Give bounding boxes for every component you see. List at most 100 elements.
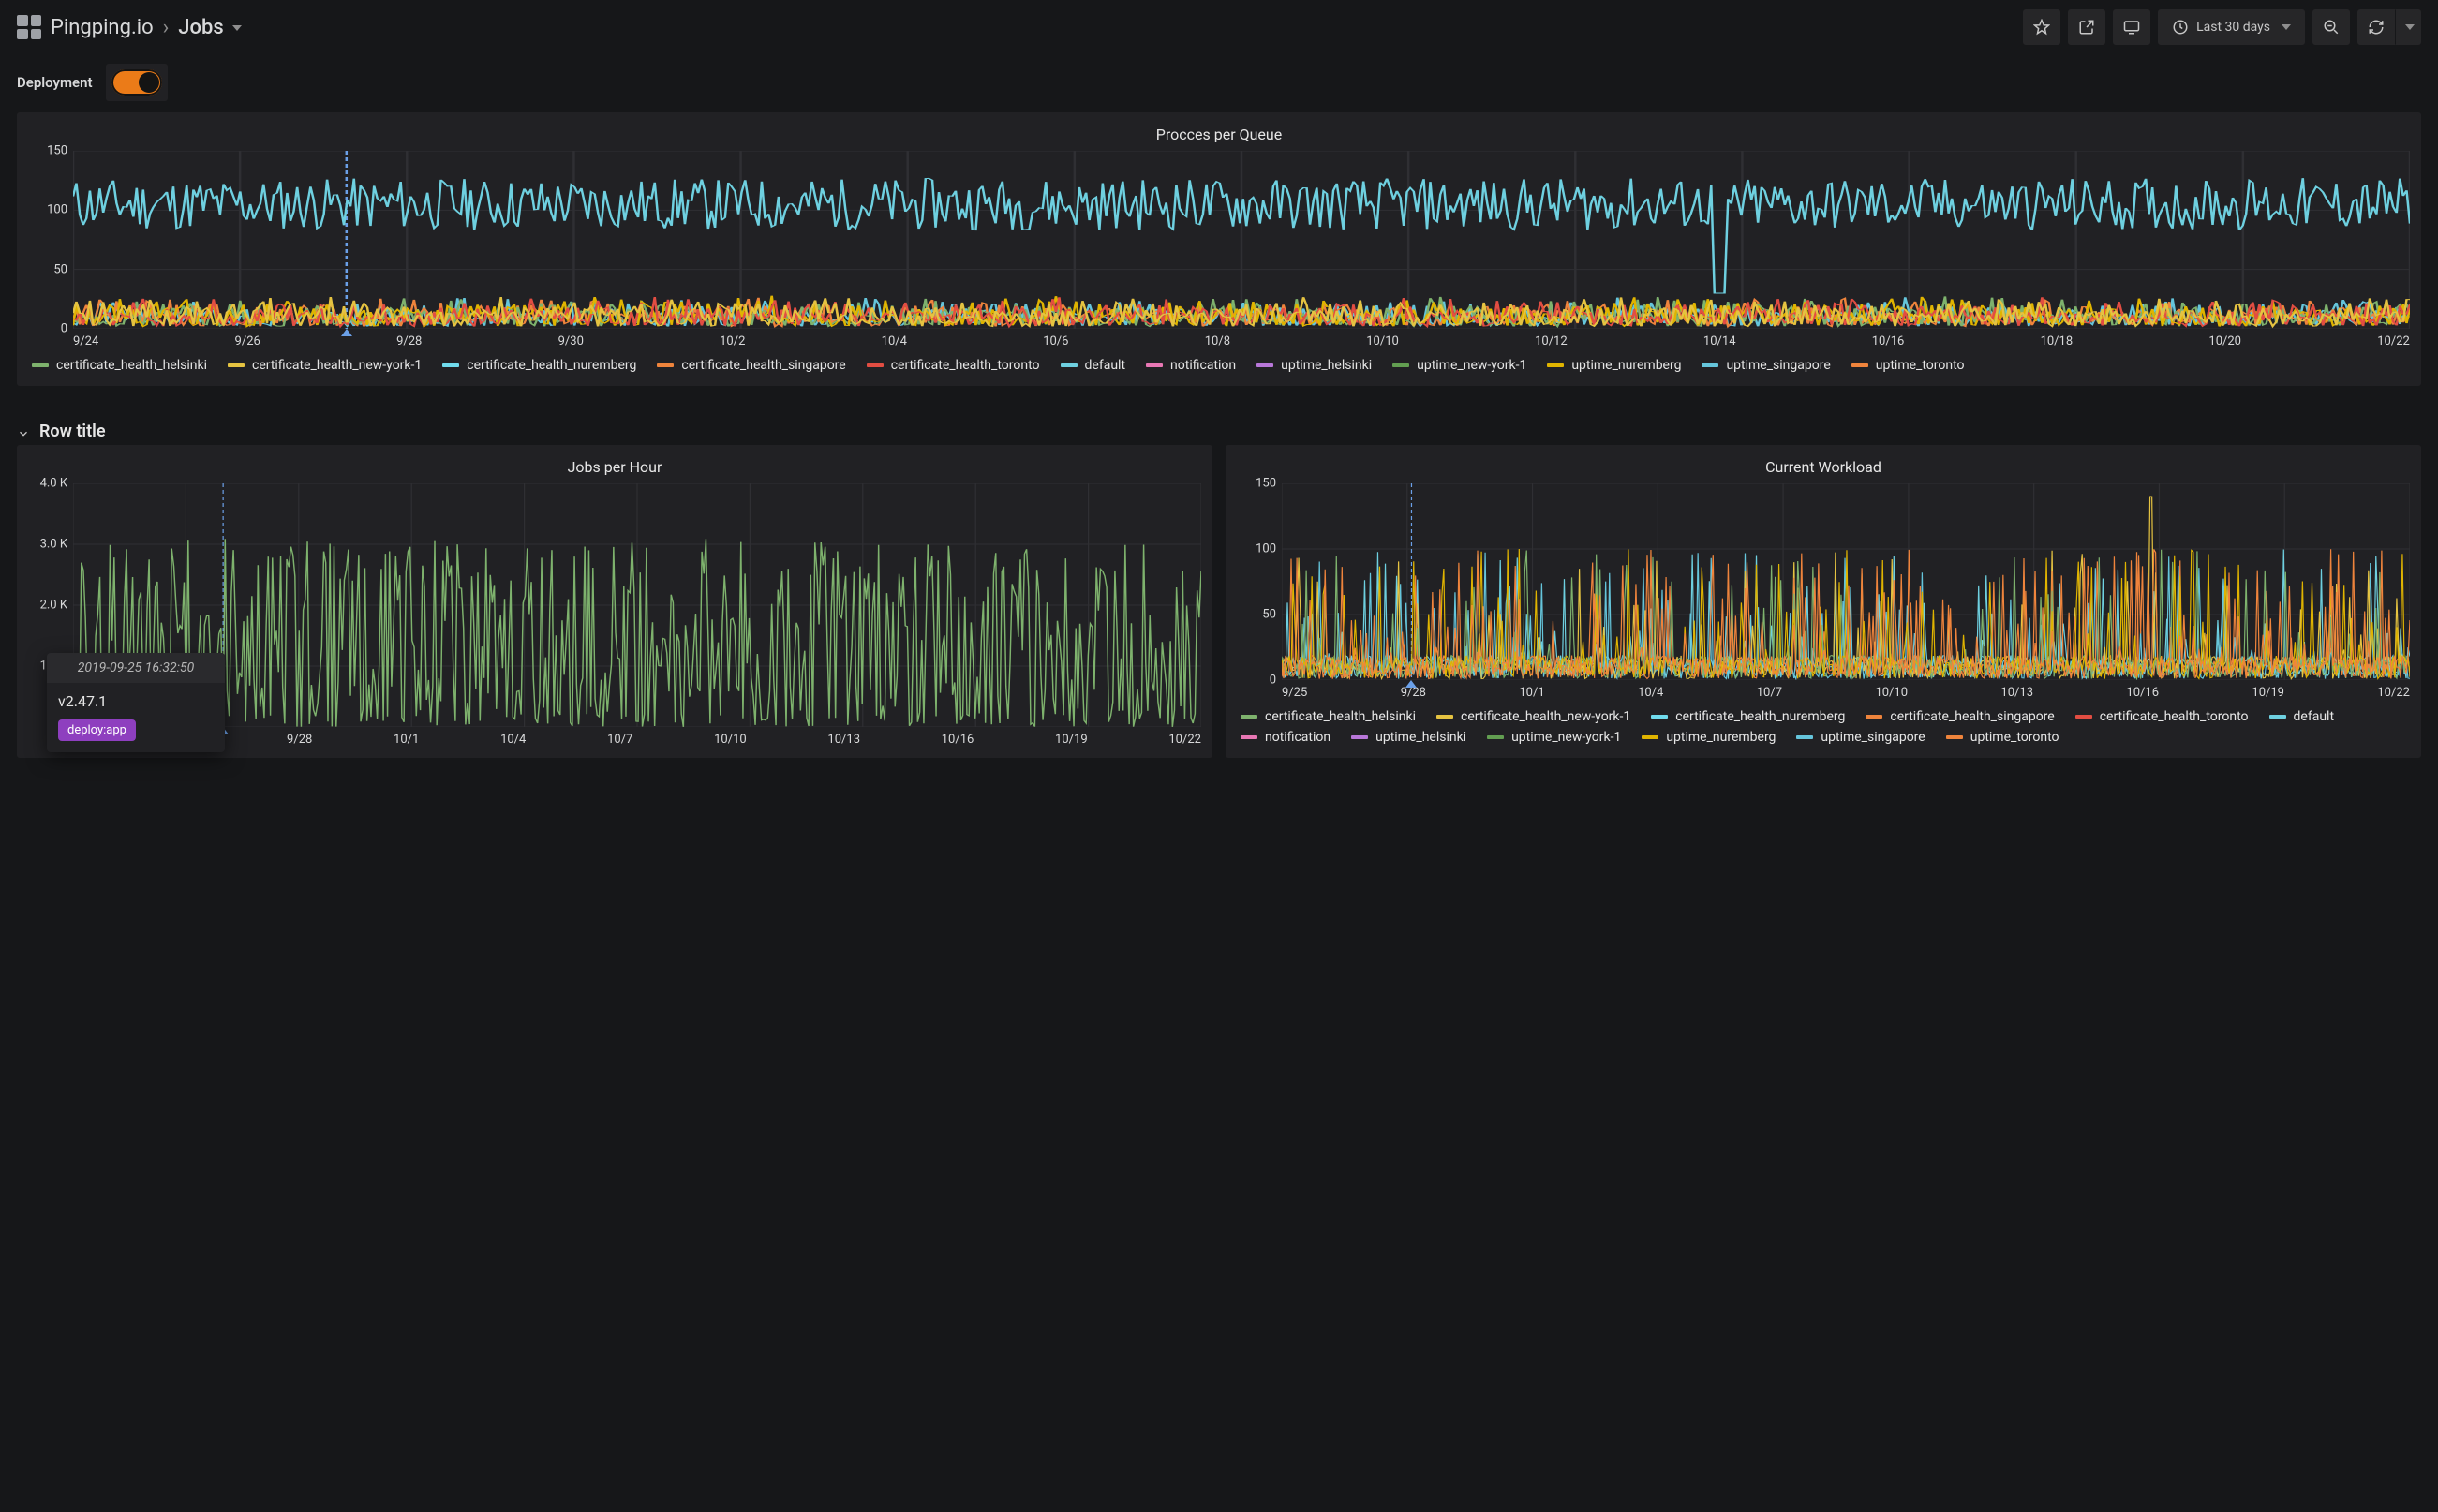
panel-processes-per-queue[interactable]: Procces per Queue 050100150 9/249/269/28… <box>17 112 2421 386</box>
chevron-down-icon <box>232 25 242 31</box>
legend-item[interactable]: uptime_singapore <box>1796 730 1925 745</box>
legend-item[interactable]: certificate_health_nuremberg <box>1651 709 1845 724</box>
x-tick-label: 9/24 <box>73 334 98 348</box>
legend-item[interactable]: certificate_health_nuremberg <box>442 358 636 373</box>
legend-swatch <box>2269 715 2286 719</box>
plot-area[interactable] <box>73 151 2410 329</box>
refresh-button[interactable] <box>2357 9 2395 45</box>
y-tick-label: 4.0 K <box>40 477 67 491</box>
x-tick-label: 10/7 <box>607 733 632 747</box>
x-ticks: 9/229/259/2810/110/410/710/1010/1310/161… <box>73 733 1201 747</box>
legend-item[interactable]: uptime_nuremberg <box>1642 730 1776 745</box>
annotation-version: v2.47.1 <box>58 692 214 710</box>
share-button[interactable] <box>2068 9 2105 45</box>
legend-swatch <box>1851 363 1868 367</box>
star-button[interactable] <box>2023 9 2060 45</box>
plot-area[interactable] <box>73 483 1201 727</box>
legend-item[interactable]: uptime_helsinki <box>1351 730 1466 745</box>
time-range-label: Last 30 days <box>2196 20 2270 35</box>
annotation-marker[interactable] <box>341 329 352 336</box>
x-tick-label: 10/6 <box>1043 334 1068 348</box>
dashboard-grid-icon[interactable] <box>17 15 41 39</box>
legend-item[interactable]: uptime_singapore <box>1702 358 1830 373</box>
refresh-button-group <box>2357 9 2421 45</box>
x-tick-label: 9/25 <box>1282 686 1307 700</box>
legend-item[interactable]: uptime_toronto <box>1851 358 1965 373</box>
y-tick-label: 0 <box>1270 674 1276 688</box>
legend-item[interactable]: certificate_health_toronto <box>2075 709 2249 724</box>
annotation-marker[interactable] <box>1405 680 1417 688</box>
x-tick-label: 9/28 <box>396 334 422 348</box>
x-tick-label: 10/13 <box>2000 686 2033 700</box>
breadcrumb-current[interactable]: Jobs <box>178 16 242 39</box>
tv-mode-button[interactable] <box>2113 9 2150 45</box>
legend-label: uptime_nuremberg <box>1666 730 1776 745</box>
legend-item[interactable]: notification <box>1146 358 1236 373</box>
template-variable-row: Deployment <box>0 51 2438 107</box>
y-tick-label: 50 <box>53 262 67 276</box>
plot-area[interactable] <box>1282 483 2410 680</box>
legend-swatch <box>1642 735 1658 739</box>
y-axis: 050100150 <box>1237 483 1282 680</box>
legend-item[interactable]: uptime_new-york-1 <box>1487 730 1621 745</box>
legend-item[interactable]: uptime_toronto <box>1946 730 2059 745</box>
legend-item[interactable]: certificate_health_new-york-1 <box>1436 709 1630 724</box>
legend-label: uptime_new-york-1 <box>1511 730 1621 745</box>
legend-swatch <box>1351 735 1368 739</box>
legend-item[interactable]: default <box>2269 709 2335 724</box>
x-tick-label: 9/30 <box>558 334 584 348</box>
x-tick-label: 10/18 <box>2041 334 2074 348</box>
chevron-down-icon <box>2282 24 2291 30</box>
legend-item[interactable]: uptime_nuremberg <box>1547 358 1681 373</box>
annotation-tag[interactable]: deploy:app <box>58 719 136 741</box>
x-ticks: 9/249/269/289/3010/210/410/610/810/1010/… <box>73 334 2410 348</box>
x-tick-label: 10/13 <box>827 733 860 747</box>
chart-area: 050100150 <box>1237 483 2410 680</box>
legend-swatch <box>2075 715 2092 719</box>
legend-swatch <box>1146 363 1163 367</box>
panel-current-workload[interactable]: Current Workload 050100150 9/259/2810/11… <box>1226 445 2421 758</box>
legend-swatch <box>1651 715 1668 719</box>
legend-label: uptime_nuremberg <box>1571 358 1681 373</box>
deployment-toggle[interactable] <box>111 69 162 96</box>
legend-item[interactable]: certificate_health_helsinki <box>32 358 207 373</box>
legend-swatch <box>1241 715 1257 719</box>
clock-icon <box>2172 19 2189 36</box>
panel-title: Procces per Queue <box>28 122 2410 151</box>
x-tick-label: 10/7 <box>1757 686 1782 700</box>
x-tick-label: 10/12 <box>1535 334 1568 348</box>
zoom-out-button[interactable] <box>2312 9 2350 45</box>
legend-item[interactable]: certificate_health_new-york-1 <box>228 358 422 373</box>
refresh-interval-button[interactable] <box>2395 9 2421 45</box>
legend: certificate_health_helsinki certificate_h… <box>28 348 2410 375</box>
annotation-tooltip: 2019-09-25 16:32:50 v2.47.1 deploy:app <box>47 653 225 752</box>
x-tick-label: 10/10 <box>1366 334 1399 348</box>
legend-item[interactable]: notification <box>1241 730 1330 745</box>
x-tick-label: 10/14 <box>1703 334 1736 348</box>
x-tick-label: 10/16 <box>942 733 974 747</box>
legend-item[interactable]: uptime_new-york-1 <box>1392 358 1526 373</box>
y-tick-label: 150 <box>1256 477 1276 491</box>
legend-item[interactable]: certificate_health_singapore <box>1866 709 2054 724</box>
legend-label: default <box>1085 358 1126 373</box>
legend-item[interactable]: certificate_health_toronto <box>867 358 1040 373</box>
toggle-knob <box>139 72 159 93</box>
legend-item[interactable]: default <box>1061 358 1126 373</box>
legend-swatch <box>1241 735 1257 739</box>
chart-svg <box>1282 483 2410 680</box>
x-tick-label: 10/4 <box>882 334 907 348</box>
panel-title: Jobs per Hour <box>28 454 1201 483</box>
legend-swatch <box>1796 735 1813 739</box>
chart-svg <box>73 483 1201 727</box>
y-tick-label: 100 <box>1256 542 1276 556</box>
time-range-button[interactable]: Last 30 days <box>2158 9 2305 45</box>
x-tick-label: 10/1 <box>1519 686 1544 700</box>
y-tick-label: 2.0 K <box>40 599 67 613</box>
x-tick-label: 10/10 <box>1875 686 1908 700</box>
monitor-icon <box>2123 19 2140 36</box>
legend-item[interactable]: uptime_helsinki <box>1256 358 1372 373</box>
legend-item[interactable]: certificate_health_helsinki <box>1241 709 1416 724</box>
legend-item[interactable]: certificate_health_singapore <box>657 358 845 373</box>
breadcrumb-root[interactable]: Pingping.io <box>51 16 154 39</box>
row-header[interactable]: Row title <box>0 408 2438 445</box>
